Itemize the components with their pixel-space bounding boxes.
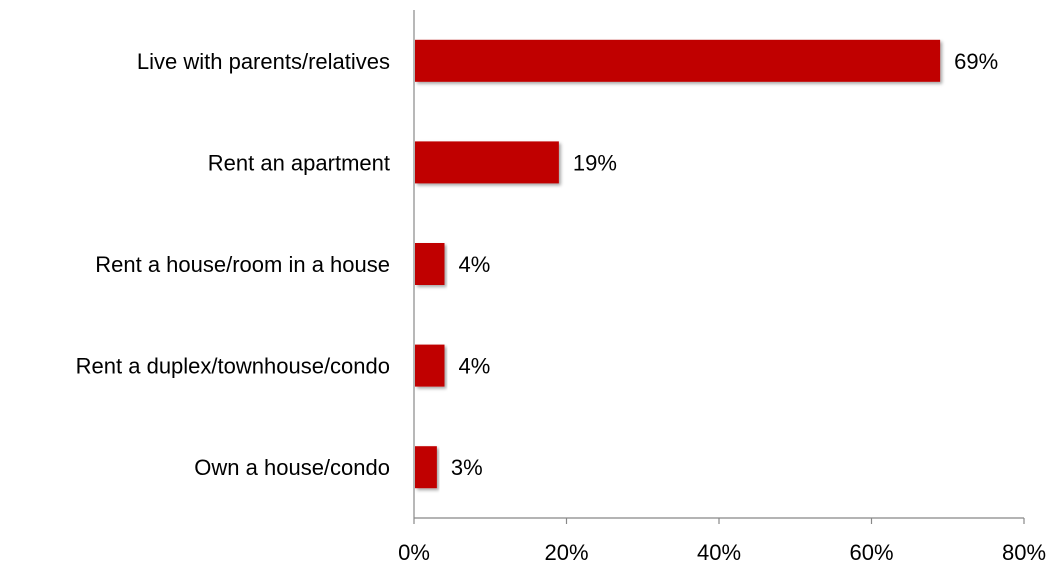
value-label-4: 3% [451,455,483,480]
value-label-1: 19% [573,150,617,175]
value-label-2: 4% [459,252,491,277]
value-label-3: 4% [459,354,491,379]
category-label-2: Rent a house/room in a house [95,252,390,277]
bar-1 [415,141,559,184]
x-tick-label-0: 0% [398,540,430,565]
category-label-3: Rent a duplex/townhouse/condo [76,354,390,379]
bar-3 [415,344,445,387]
x-tick-label-4: 80% [1002,540,1046,565]
bars-group [415,39,941,489]
x-tick-label-3: 60% [849,540,893,565]
value-label-0: 69% [954,49,998,74]
category-label-4: Own a house/condo [194,455,390,480]
bar-4 [415,446,437,489]
x-tick-label-1: 20% [544,540,588,565]
value-labels: 69% 19% 4% 4% 3% [451,49,998,480]
bar-0 [415,39,941,82]
x-tick-label-2: 40% [697,540,741,565]
category-label-0: Live with parents/relatives [137,49,390,74]
category-labels: Live with parents/relatives Rent an apart… [76,49,390,480]
x-axis: 0% 20% 40% 60% 80% [398,517,1046,565]
category-label-1: Rent an apartment [208,150,390,175]
bar-2 [415,243,445,285]
